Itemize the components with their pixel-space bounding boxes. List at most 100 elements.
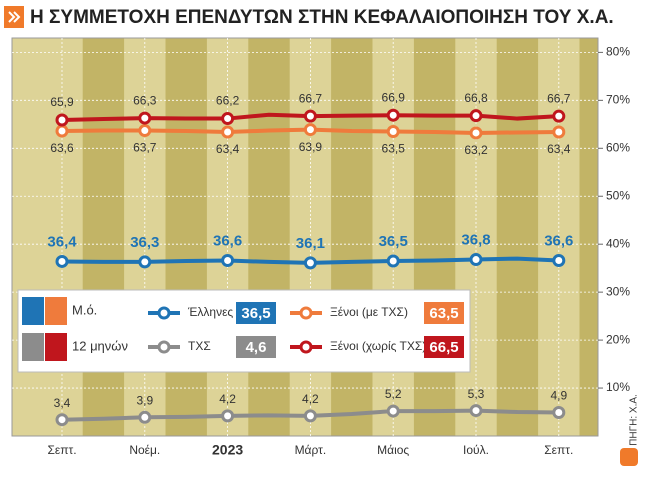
average-label: 66,5 [429,339,458,356]
value-label: 3,4 [54,396,71,410]
legend-group-label: Μ.ό. [72,302,97,317]
value-label: 4,2 [219,392,236,406]
value-label: 4,9 [550,389,567,403]
marker [552,125,566,139]
band [496,38,539,436]
marker [138,124,152,138]
band [331,38,373,436]
average-label: 36,5 [241,305,270,322]
value-label: 63,2 [464,143,488,157]
marker [469,126,483,140]
band [165,38,207,436]
value-label: 36,3 [130,234,159,251]
legend-marker [157,340,171,354]
legend-label: Ξένοι (με ΤΧΣ) [330,305,408,319]
x-tick-label: Νοέμ. [129,443,160,457]
average-box [424,302,464,324]
value-label: 5,2 [385,387,402,401]
value-label: 36,1 [296,235,325,252]
legend-swatch [45,333,67,361]
source: ΠΗΓΗ: Χ.Α. [629,394,640,446]
band [82,38,125,436]
y-tick-label: 50% [606,188,630,202]
legend-label: Έλληνες [187,305,233,319]
value-label: 63,7 [133,141,157,155]
marker [55,254,69,268]
plot-frame [11,37,599,437]
marker [221,125,235,139]
marker [469,109,483,123]
y-tick-label: 80% [606,45,630,59]
value-label: 65,9 [50,95,74,109]
value-label: 63,9 [299,140,323,154]
value-label: 63,5 [382,142,406,156]
title-icon-arrow [8,11,21,23]
y-tick-label: 30% [606,284,630,298]
marker [303,409,317,423]
value-label: 36,6 [544,232,573,249]
marker [138,410,152,424]
marker [386,404,400,418]
x-tick-label: Σεπτ. [47,443,76,457]
average-box [424,336,464,358]
x-tick-label: 2023 [212,442,243,458]
marker [138,111,152,125]
legend-swatch [22,297,44,325]
value-label: 66,8 [464,91,488,105]
value-label: 66,2 [216,94,240,108]
marker [55,124,69,138]
band [579,38,598,436]
x-tick-label: Μάιος [377,443,409,457]
value-label: 36,6 [213,232,242,249]
band [413,38,456,436]
y-tick-label: 60% [606,140,630,154]
marker [552,253,566,267]
marker [386,108,400,122]
value-label: 66,7 [299,91,323,105]
average-label: 63,5 [429,305,458,322]
y-tick-label: 10% [606,380,630,394]
value-label: 3,9 [136,393,153,407]
legend-marker [299,340,313,354]
x-tick-label: Ιούλ. [463,443,489,457]
value-label: 36,4 [47,233,77,250]
marker [469,253,483,267]
legend-label: ΤΧΣ [188,339,211,353]
value-label: 63,4 [216,142,240,156]
legend-marker [299,306,313,320]
legend-label: Ξένοι (χωρίς ΤΧΣ) [330,339,426,353]
x-tick-label: Μάρτ. [295,443,327,457]
marker [55,413,69,427]
band [248,38,290,436]
marker [55,113,69,127]
average-box [236,336,276,358]
marker [303,256,317,270]
value-label: 66,7 [547,91,571,105]
marker [138,255,152,269]
legend-marker [157,306,171,320]
marker [221,253,235,267]
logo [620,448,638,466]
marker [221,112,235,126]
marker [552,109,566,123]
x-tick-label: Σεπτ. [544,443,573,457]
value-label: 5,3 [468,387,485,401]
legend-group-label: 12 μηνών [72,338,128,353]
marker [386,125,400,139]
value-label: 66,3 [133,93,157,107]
y-tick-label: 70% [606,93,630,107]
y-tick-label: 20% [606,332,630,346]
marker [469,404,483,418]
legend-swatch [22,333,44,361]
value-label: 4,2 [302,392,319,406]
value-label: 63,4 [547,142,571,156]
legend-swatch [45,297,67,325]
marker [303,109,317,123]
marker [386,254,400,268]
marker [221,409,235,423]
marker [552,406,566,420]
value-label: 63,6 [50,141,74,155]
average-box [236,302,276,324]
value-label: 66,9 [382,90,406,104]
